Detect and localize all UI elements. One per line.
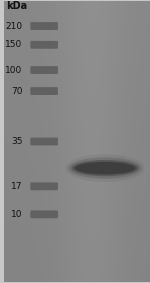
- Ellipse shape: [72, 160, 139, 176]
- Ellipse shape: [75, 162, 136, 174]
- Text: 100: 100: [5, 66, 22, 74]
- FancyBboxPatch shape: [30, 22, 58, 30]
- FancyBboxPatch shape: [30, 138, 58, 145]
- FancyBboxPatch shape: [30, 66, 58, 74]
- FancyBboxPatch shape: [30, 211, 58, 218]
- Ellipse shape: [69, 157, 142, 179]
- Text: kDa: kDa: [6, 1, 27, 11]
- FancyBboxPatch shape: [30, 87, 58, 95]
- FancyBboxPatch shape: [30, 183, 58, 190]
- Text: 70: 70: [11, 87, 22, 96]
- Text: 17: 17: [11, 182, 22, 191]
- Text: 35: 35: [11, 137, 22, 146]
- Ellipse shape: [66, 154, 145, 182]
- Text: 10: 10: [11, 210, 22, 219]
- FancyBboxPatch shape: [30, 41, 58, 49]
- Text: 150: 150: [5, 40, 22, 49]
- Text: 210: 210: [5, 22, 22, 31]
